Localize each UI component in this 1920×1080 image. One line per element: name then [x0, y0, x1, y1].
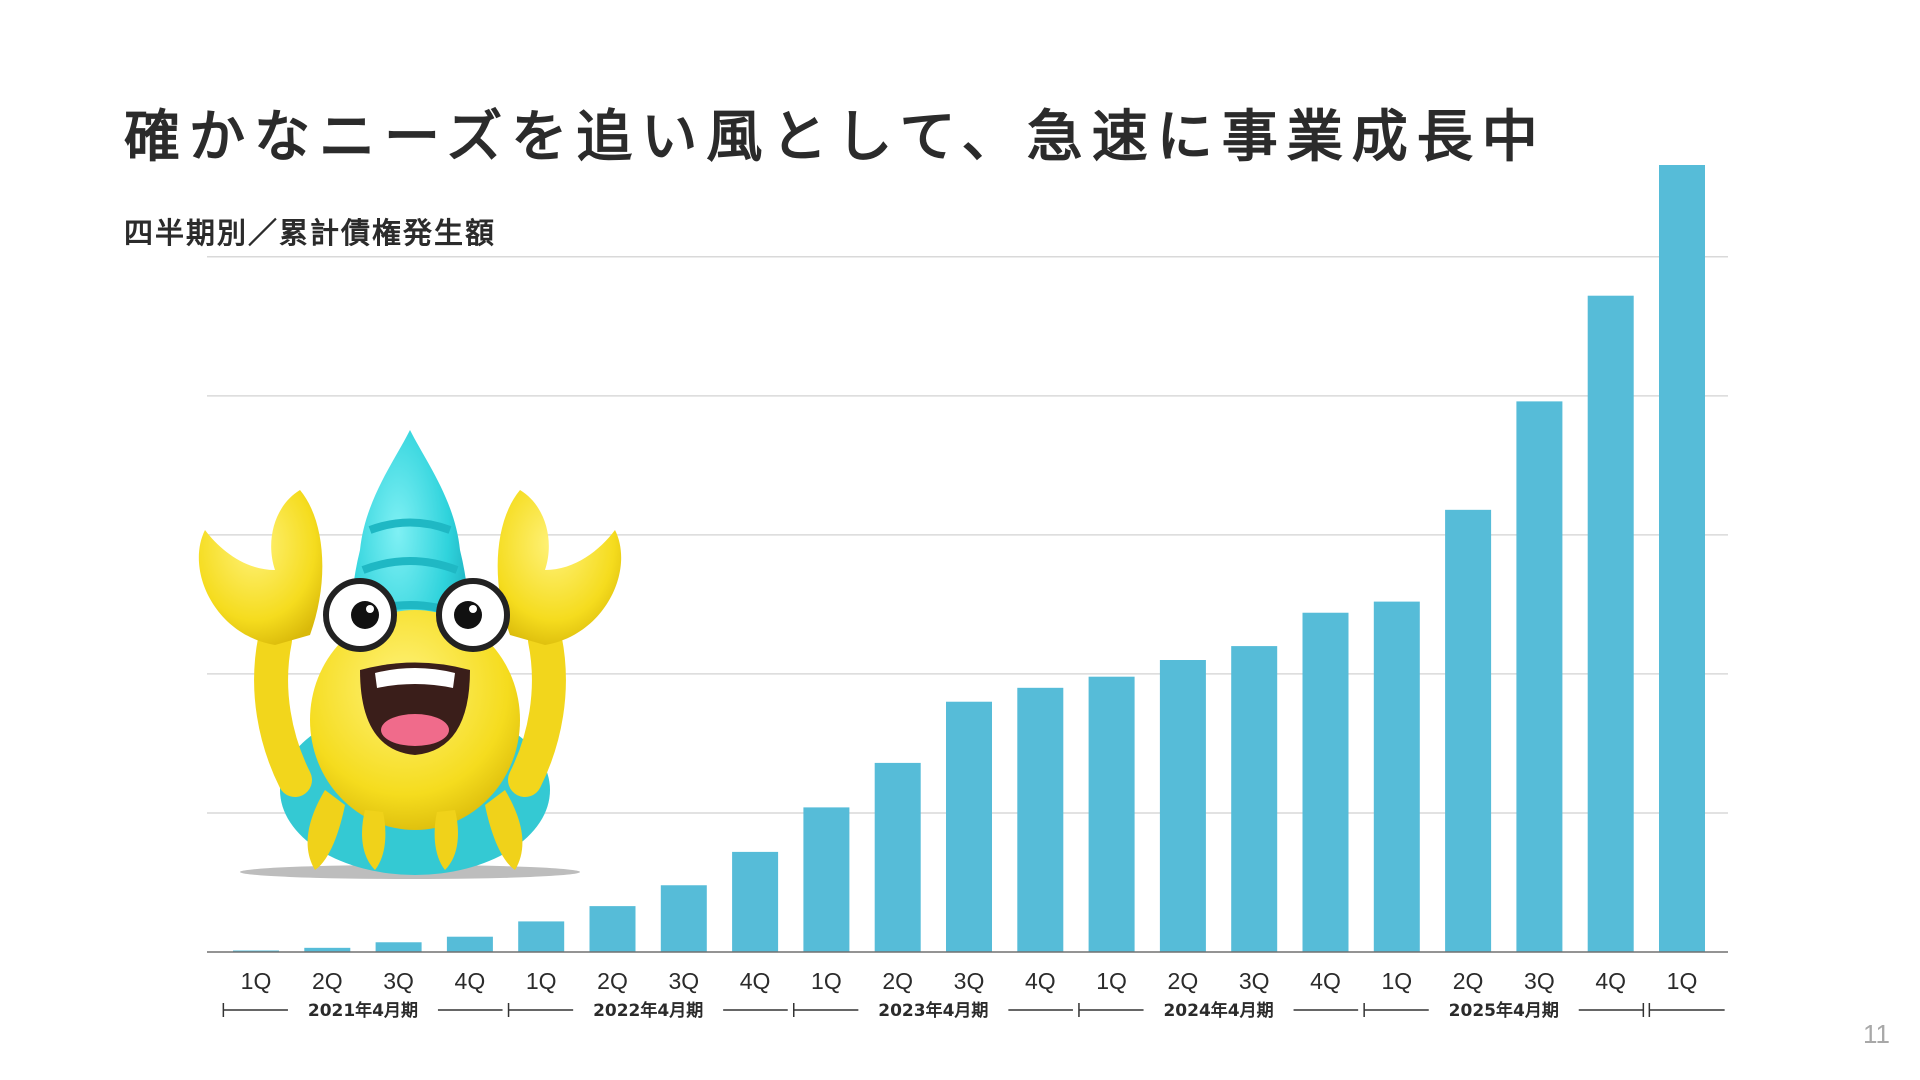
- chart-bar: [1159, 660, 1206, 952]
- x-tick-label: 1Q: [526, 968, 557, 994]
- x-tick-label: 4Q: [740, 968, 771, 994]
- chart-bar: [946, 701, 992, 952]
- x-tick-label: 2Q: [312, 968, 343, 994]
- fiscal-year-label: 2025年4月期: [1449, 1000, 1559, 1021]
- chart-subtitle: 四半期別／累計債権発生額: [124, 216, 497, 250]
- chart-bar: [1017, 687, 1064, 952]
- page-number: 11: [1863, 1019, 1890, 1049]
- x-tick-label: 3Q: [1239, 968, 1270, 994]
- chart-bar: [803, 807, 850, 952]
- x-tick-label: 1Q: [1667, 968, 1698, 994]
- x-tick-label: 3Q: [954, 968, 985, 994]
- chart-bar: [1445, 509, 1492, 952]
- fiscal-year-label: 2024年4月期: [1163, 1000, 1273, 1021]
- x-tick-label: 1Q: [811, 968, 842, 994]
- chart-bar: [304, 947, 351, 952]
- chart-bar: [1373, 601, 1420, 952]
- chart-bar: [732, 851, 779, 952]
- fiscal-year-label: 2022年4月期: [593, 1000, 703, 1021]
- chart-bar: [446, 936, 493, 952]
- x-tick-label: 1Q: [1096, 968, 1127, 994]
- x-tick-label: 4Q: [1025, 968, 1056, 994]
- chart-bar: [874, 762, 921, 952]
- x-tick-label: 2Q: [597, 968, 628, 994]
- fiscal-year-label: 2023年4月期: [878, 1000, 988, 1021]
- chart-bar: [1302, 612, 1349, 952]
- x-tick-label: 4Q: [1310, 968, 1341, 994]
- chart-bar: [1516, 401, 1563, 953]
- x-tick-label: 2Q: [882, 968, 913, 994]
- x-tick-label: 2Q: [1453, 968, 1484, 994]
- x-tick-label: 4Q: [455, 968, 486, 994]
- chart-bar: [660, 885, 707, 952]
- chart-bar: [1231, 646, 1278, 952]
- x-tick-label: 1Q: [1381, 968, 1412, 994]
- x-tick-label: 2Q: [1168, 968, 1199, 994]
- chart-bar: [589, 906, 636, 952]
- chart-bar: [1659, 165, 1705, 952]
- x-tick-label: 3Q: [668, 968, 699, 994]
- page-title: 確かなニーズを追い風として、急速に事業成長中: [124, 105, 1547, 170]
- chart-bar: [375, 942, 422, 952]
- x-tick-label: 1Q: [241, 968, 272, 994]
- x-tick-label: 3Q: [383, 968, 414, 994]
- hermit-crab-mascot-icon: [198, 430, 622, 879]
- chart-bar: [1587, 295, 1634, 952]
- chart-bar: [518, 921, 565, 952]
- fiscal-year-label: 2021年4月期: [308, 1000, 418, 1021]
- chart-bar: [1088, 676, 1135, 952]
- x-tick-label: 4Q: [1595, 968, 1626, 994]
- x-tick-label: 3Q: [1524, 968, 1555, 994]
